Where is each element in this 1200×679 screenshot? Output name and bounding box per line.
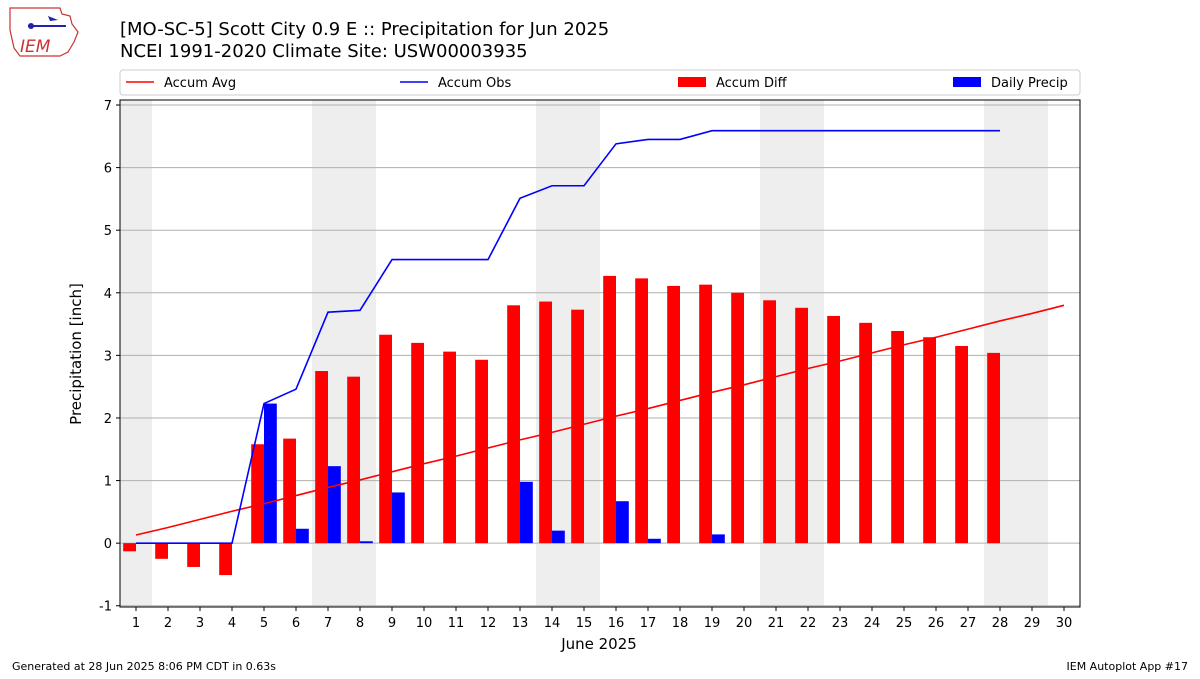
bar — [731, 292, 744, 544]
legend-label: Daily Precip — [991, 76, 1068, 91]
legend-swatch — [953, 77, 981, 87]
bar — [987, 352, 1000, 544]
x-tick-label: 3 — [196, 616, 204, 631]
x-tick-label: 27 — [960, 616, 977, 631]
x-tick-label: 17 — [640, 616, 657, 631]
x-tick-label: 24 — [864, 616, 881, 631]
bar — [264, 403, 277, 544]
x-tick-label: 9 — [388, 616, 396, 631]
x-tick-label: 23 — [832, 616, 849, 631]
x-tick-label: 16 — [608, 616, 625, 631]
bar — [251, 444, 264, 544]
y-tick-label: 6 — [104, 162, 112, 177]
bar — [315, 371, 328, 544]
bar — [443, 351, 456, 544]
chart-title: [MO-SC-5] Scott City 0.9 E :: Precipitat… — [120, 19, 609, 40]
plot-frame — [119, 99, 1081, 608]
x-tick-label: 14 — [544, 616, 561, 631]
bar — [795, 307, 808, 544]
bar — [648, 538, 661, 544]
x-tick-label: 2 — [164, 616, 172, 631]
y-tick-label: -1 — [99, 600, 112, 615]
x-tick-label: 12 — [480, 616, 497, 631]
x-tick-label: 8 — [356, 616, 364, 631]
x-tick-label: 15 — [576, 616, 593, 631]
x-tick-label: 20 — [736, 616, 753, 631]
x-tick-label: 6 — [292, 616, 300, 631]
bar — [712, 534, 725, 544]
chart-subtitle: NCEI 1991-2020 Climate Site: USW00003935 — [120, 41, 528, 62]
y-tick-label: 0 — [104, 537, 112, 552]
bar — [552, 530, 565, 544]
bar — [539, 301, 552, 544]
footer-left: Generated at 28 Jun 2025 8:06 PM CDT in … — [12, 660, 276, 673]
y-axis-label: Precipitation [inch] — [67, 283, 85, 425]
bar — [123, 543, 136, 552]
x-tick-label: 21 — [768, 616, 785, 631]
bar — [891, 330, 904, 544]
y-tick-label: 5 — [104, 224, 112, 239]
bar — [283, 438, 296, 544]
logo-text: IEM — [20, 37, 51, 57]
y-tick-label: 7 — [104, 99, 112, 114]
bar — [360, 541, 373, 544]
x-tick-label: 4 — [228, 616, 236, 631]
bar — [328, 466, 341, 544]
legend-label: Accum Obs — [438, 76, 511, 91]
legend-label: Accum Avg — [164, 76, 236, 91]
bar — [763, 300, 776, 544]
bar — [187, 543, 200, 567]
line — [136, 129, 1000, 544]
x-tick-label: 30 — [1056, 616, 1073, 631]
bar — [507, 305, 520, 544]
line — [135, 304, 1065, 536]
x-tick-label: 7 — [324, 616, 332, 631]
logo: IEM — [9, 7, 79, 57]
bar — [859, 322, 872, 544]
bar — [955, 345, 968, 544]
bar — [155, 543, 168, 559]
legend-label: Accum Diff — [716, 76, 788, 91]
legend-swatch — [678, 77, 706, 87]
bar — [616, 501, 629, 544]
y-tick-label: 2 — [104, 412, 112, 427]
bar — [296, 528, 309, 544]
x-tick-label: 22 — [800, 616, 817, 631]
bar — [603, 275, 616, 544]
legend-box — [119, 69, 1081, 96]
plot — [120, 100, 1080, 607]
bar — [827, 315, 840, 544]
bar — [392, 492, 405, 544]
bar — [923, 337, 936, 544]
x-tick-label: 25 — [896, 616, 913, 631]
bar — [699, 284, 712, 544]
x-tick-label: 11 — [448, 616, 465, 631]
bar — [667, 285, 680, 544]
bar — [347, 376, 360, 544]
x-tick-label: 29 — [1024, 616, 1041, 631]
x-tick-label: 10 — [416, 616, 433, 631]
x-tick-label: 28 — [992, 616, 1009, 631]
x-tick-label: 13 — [512, 616, 529, 631]
bar — [520, 481, 533, 544]
bar — [475, 359, 488, 544]
x-tick-label: 26 — [928, 616, 945, 631]
y-tick-label: 3 — [104, 349, 112, 364]
x-axis-label: June 2025 — [560, 635, 637, 653]
y-tick-label: 4 — [104, 287, 112, 302]
x-tick-label: 1 — [132, 616, 140, 631]
bar — [411, 342, 424, 544]
x-tick-label: 5 — [260, 616, 268, 631]
y-tick-label: 1 — [104, 475, 112, 490]
weekend-band — [120, 100, 152, 607]
bar — [219, 543, 232, 576]
x-tick-label: 19 — [704, 616, 721, 631]
x-tick-label: 18 — [672, 616, 689, 631]
footer-right: IEM Autoplot App #17 — [1067, 660, 1189, 673]
bar — [379, 334, 392, 544]
